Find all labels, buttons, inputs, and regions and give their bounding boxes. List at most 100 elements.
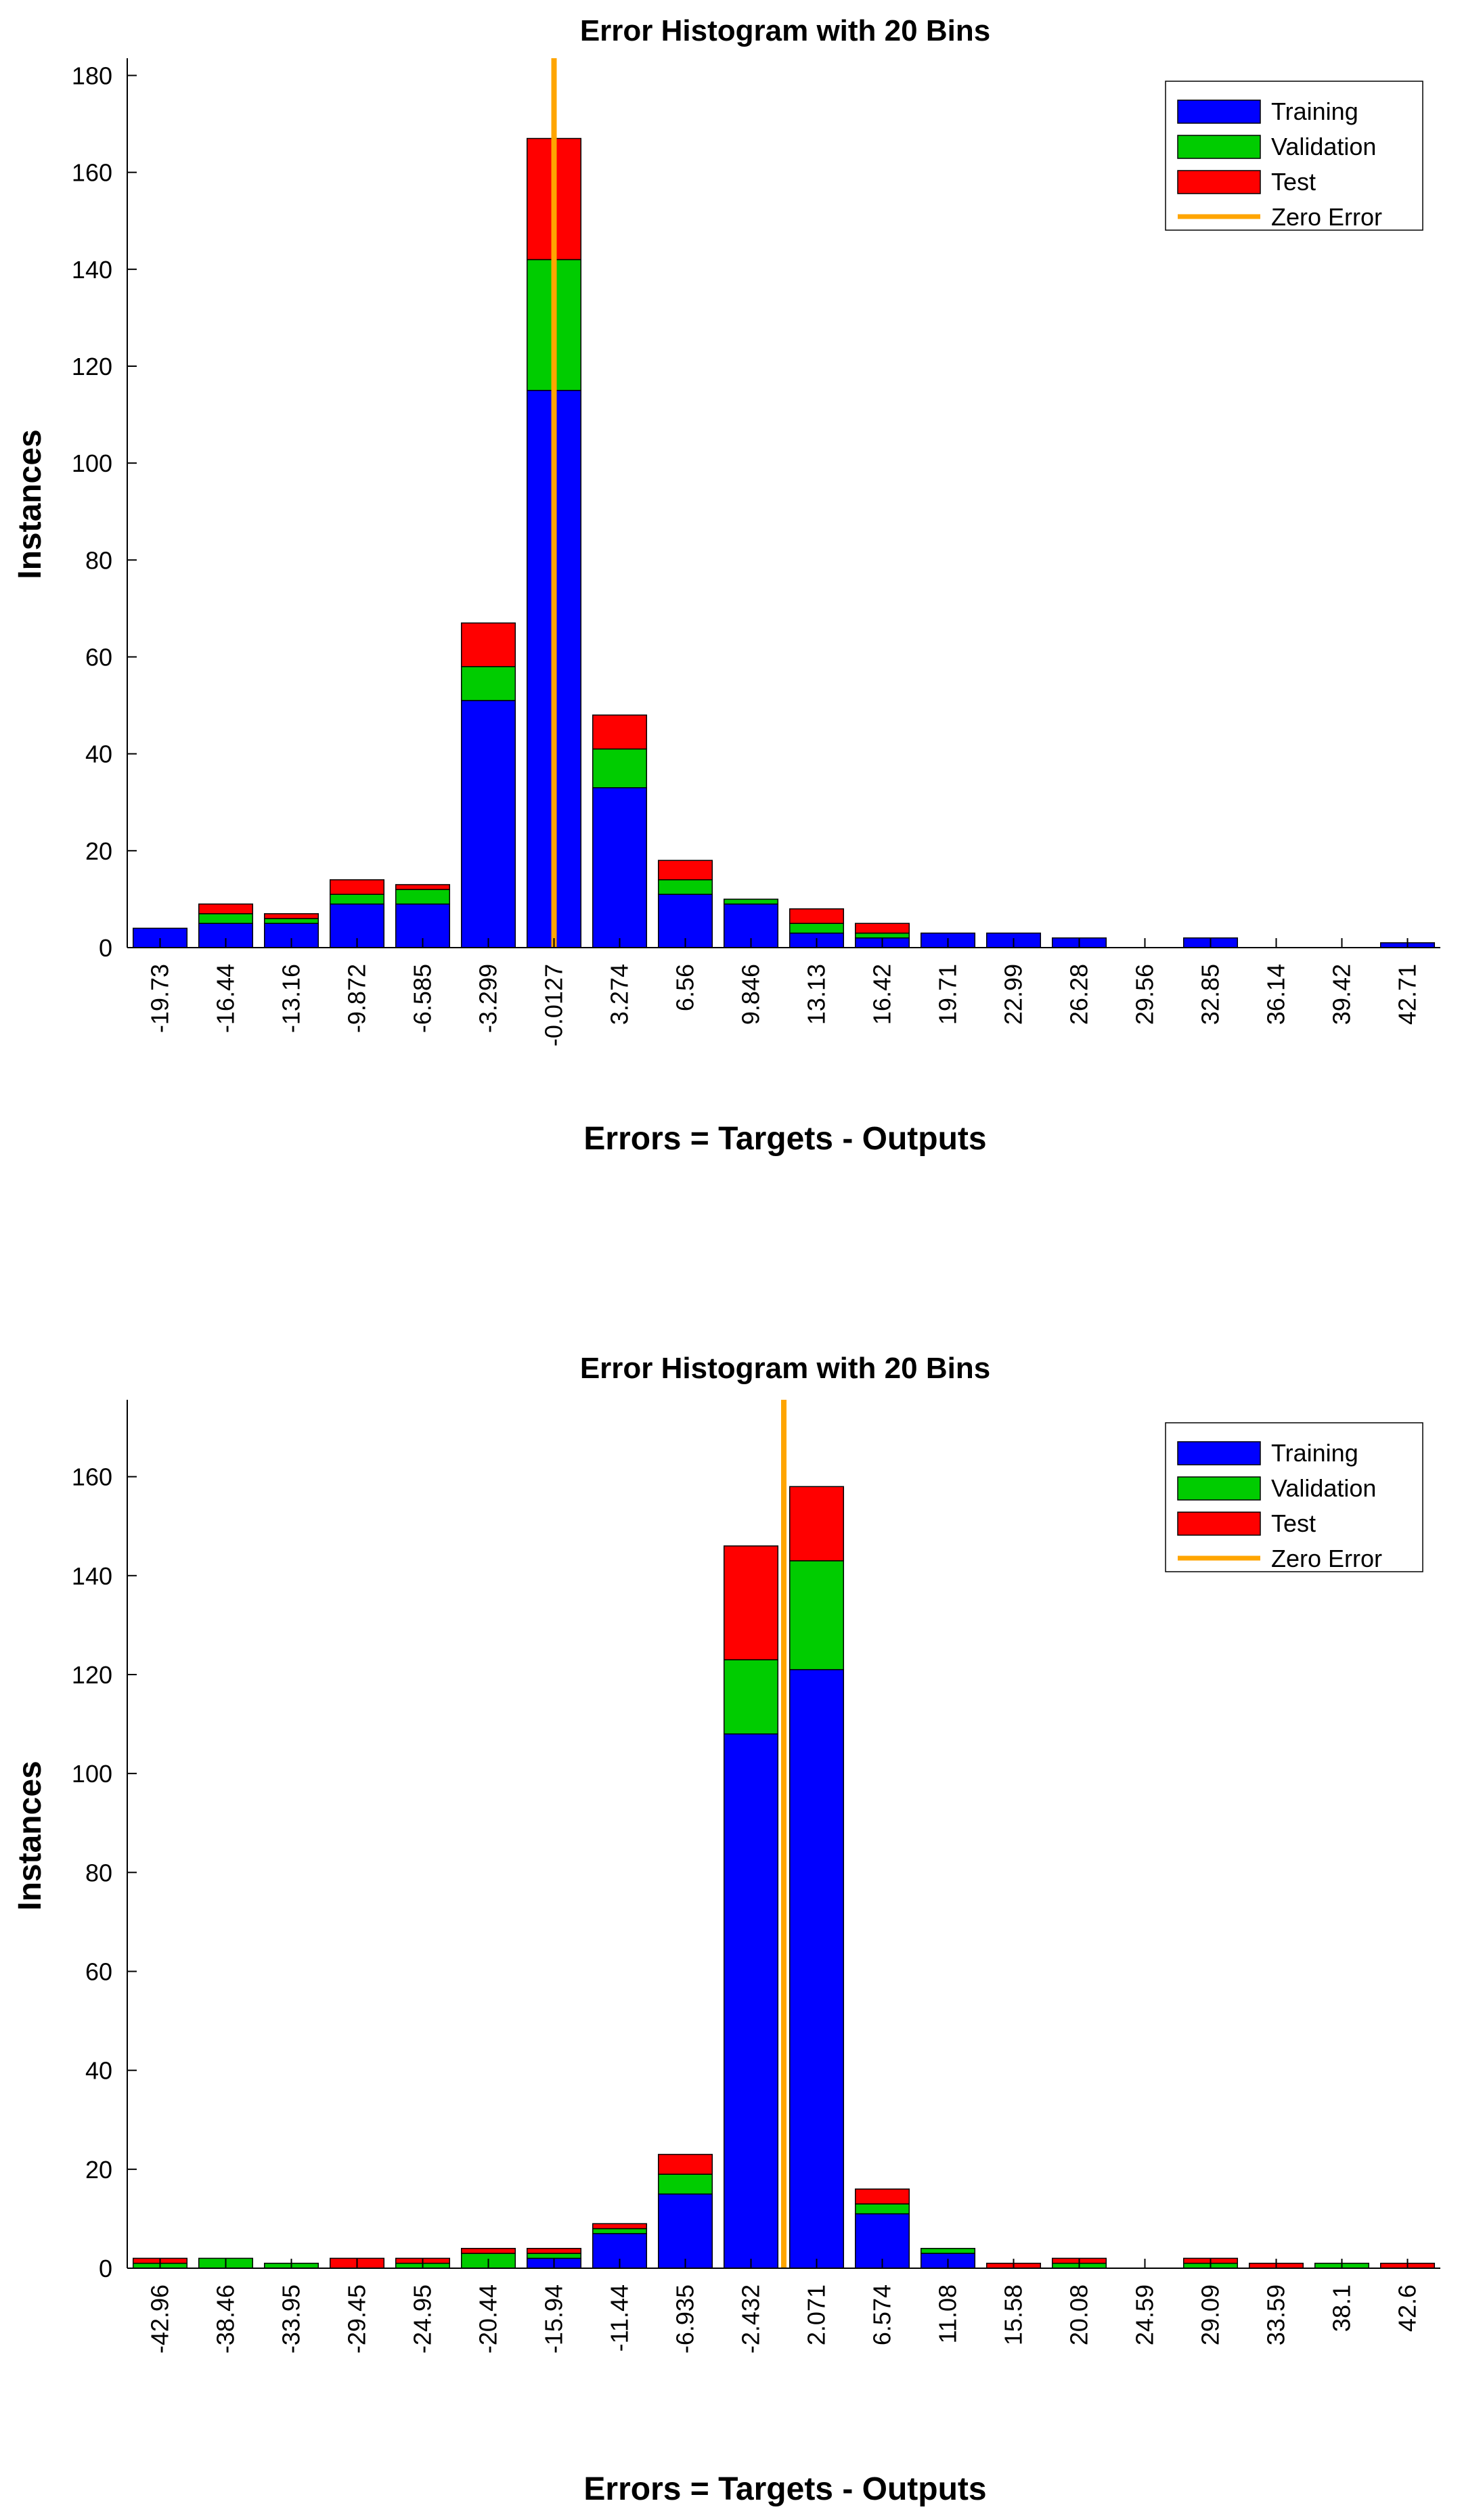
legend-label-validation: Validation [1271, 1474, 1376, 1502]
bar-validation-1 [198, 913, 254, 924]
x-tick-label: -15.94 [540, 2284, 568, 2353]
bar-validation-9 [723, 898, 779, 905]
x-tick-label: -16.44 [212, 964, 240, 1033]
bar-test-5 [460, 622, 516, 667]
y-tick-label: 180 [72, 62, 112, 89]
bar-validation-6 [526, 2253, 582, 2259]
y-tick-label: 80 [85, 1859, 112, 1886]
bar-test-7 [592, 2223, 648, 2230]
bar-training-5 [460, 700, 516, 948]
bars-group [132, 137, 1436, 948]
histogram-figure-2: Error Histogram with 20 Bins Instances Err… [0, 1347, 1462, 2520]
x-tick-label: 13.13 [803, 964, 830, 1025]
x-tick-label: 38.1 [1328, 2284, 1356, 2332]
y-tick-label: 100 [72, 449, 112, 477]
bar-test-5 [460, 2248, 516, 2254]
bar-training-9 [723, 1733, 779, 2269]
legend-swatch-test [1177, 1511, 1261, 1536]
chart-title: Error Histogram with 20 Bins [580, 14, 990, 47]
y-axis-label: Instances [12, 429, 48, 579]
x-tick-label: -2.432 [737, 2284, 765, 2353]
x-tick-label: -13.16 [278, 964, 305, 1033]
bar-validation-7 [592, 2228, 648, 2234]
x-tick-label: 2.071 [803, 2284, 830, 2345]
x-tick-label: -6.935 [671, 2284, 699, 2353]
bar-test-4 [395, 884, 451, 890]
legend: Training Validation Test Zero Error [1165, 81, 1423, 231]
bar-test-2 [263, 913, 319, 919]
x-tick-label: -3.299 [474, 964, 502, 1033]
bar-validation-9 [723, 1659, 779, 1735]
bar-validation-7 [592, 748, 648, 789]
x-tick-label: 36.14 [1262, 964, 1290, 1025]
legend-label-training: Training [1271, 1439, 1358, 1467]
legend: Training Validation Test Zero Error [1165, 1422, 1423, 1572]
bar-validation-10 [789, 1560, 845, 1671]
x-tick-label: 26.28 [1065, 964, 1093, 1025]
bar-validation-8 [657, 879, 713, 896]
y-tick-label: 100 [72, 1760, 112, 1788]
x-tick-label: 6.56 [671, 964, 699, 1011]
y-tick-label: 120 [72, 353, 112, 380]
x-tick-label: 11.08 [934, 2284, 962, 2343]
legend-label-zero-error: Zero Error [1271, 203, 1382, 231]
bar-test-7 [592, 714, 648, 750]
bar-validation-5 [460, 666, 516, 701]
x-tick-label: 19.71 [934, 964, 962, 1025]
x-tick-label: 42.71 [1394, 964, 1421, 1025]
y-tick-label: 160 [72, 1463, 112, 1491]
bar-validation-8 [657, 2173, 713, 2195]
bar-validation-3 [329, 893, 385, 905]
legend-label-zero-error: Zero Error [1271, 1545, 1382, 1572]
x-tick-label: 6.574 [868, 2284, 896, 2345]
x-axis-label: Errors = Targets - Outputs [583, 1121, 986, 1157]
x-tick-label: 20.08 [1065, 2284, 1093, 2345]
legend-label-validation: Validation [1271, 133, 1376, 160]
bar-test-1 [198, 903, 254, 914]
histogram-figure-1: Error Histogram with 20 Bins Instances Err… [0, 0, 1462, 1205]
chart-title: Error Histogram with 20 Bins [580, 1352, 990, 1385]
x-tick-label: 24.59 [1131, 2284, 1159, 2345]
x-tick-label: 33.59 [1262, 2284, 1290, 2345]
bar-training-10 [789, 1668, 845, 2269]
legend-swatch-validation [1177, 135, 1261, 159]
x-tick-label: 16.42 [868, 964, 896, 1025]
bar-test-11 [854, 923, 910, 934]
x-tick-label: -0.0127 [540, 964, 568, 1046]
x-tick-label: 32.85 [1197, 964, 1224, 1025]
y-tick-label: 20 [85, 837, 112, 865]
y-tick-label: 140 [72, 1562, 112, 1590]
x-tick-label: 22.99 [1000, 964, 1027, 1025]
x-tick-label: 9.846 [737, 964, 765, 1025]
bar-test-10 [789, 1486, 845, 1562]
x-tick-label: 29.09 [1197, 2284, 1224, 2345]
x-tick-label: -38.46 [212, 2284, 240, 2353]
y-tick-label: 20 [85, 2156, 112, 2184]
x-axis-label: Errors = Targets - Outputs [583, 2471, 986, 2507]
legend-label-training: Training [1271, 97, 1358, 125]
y-tick-label: 60 [85, 1958, 112, 1985]
x-tick-label: -6.585 [409, 964, 437, 1033]
x-tick-label: -33.95 [278, 2284, 305, 2353]
bar-validation-10 [789, 923, 845, 934]
x-tick-label: 42.6 [1394, 2284, 1421, 2332]
bar-training-7 [592, 787, 648, 948]
x-tick-label: -20.44 [474, 2284, 502, 2353]
bar-validation-11 [854, 932, 910, 939]
bar-test-9 [723, 1545, 779, 1660]
legend-label-test: Test [1271, 168, 1316, 196]
bar-test-6 [526, 2248, 582, 2254]
y-tick-label: 0 [99, 934, 112, 962]
legend-swatch-validation [1177, 1476, 1261, 1501]
y-axis-label: Instances [12, 1761, 48, 1910]
y-tick-label: 60 [85, 643, 112, 671]
legend-swatch-training [1177, 1441, 1261, 1465]
bar-validation-12 [920, 2248, 976, 2254]
bar-training-8 [657, 2193, 713, 2269]
legend-swatch-training [1177, 100, 1261, 124]
bar-test-8 [657, 2154, 713, 2175]
legend-label-test: Test [1271, 1509, 1316, 1537]
bar-validation-11 [854, 2203, 910, 2215]
histogram-chart-1: Error Histogram with 20 Bins Instances Err… [12, 14, 1440, 1157]
y-tick-label: 0 [99, 2255, 112, 2282]
